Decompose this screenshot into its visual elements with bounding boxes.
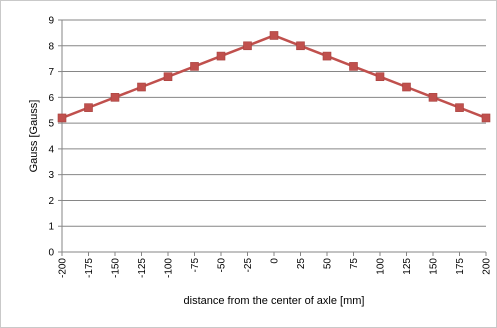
data-point xyxy=(322,51,332,61)
data-point xyxy=(57,113,67,123)
y-tick-label: 2 xyxy=(48,196,54,207)
data-point xyxy=(269,31,279,40)
series-line xyxy=(61,34,487,120)
x-tick-label: 50 xyxy=(323,258,334,270)
x-tick-label: -25 xyxy=(243,258,254,273)
y-tick-label: 4 xyxy=(48,144,54,155)
data-point xyxy=(428,93,438,102)
data-point xyxy=(216,51,226,61)
data-point xyxy=(163,72,173,82)
axes xyxy=(58,19,487,256)
x-tick-label: 75 xyxy=(349,258,360,270)
x-tick-label: -200 xyxy=(58,258,69,278)
y-tick-label: 9 xyxy=(48,16,54,27)
y-tick-labels: 0 1 2 3 4 5 6 7 8 9 xyxy=(48,16,54,259)
y-tick-label: 0 xyxy=(48,248,54,259)
x-tick-label: 175 xyxy=(455,258,466,275)
x-tick-label: 200 xyxy=(482,258,493,275)
data-point xyxy=(349,62,358,71)
gridlines xyxy=(62,19,486,227)
y-tick-label: 8 xyxy=(48,41,54,52)
y-tick-label: 3 xyxy=(48,170,54,181)
series-group xyxy=(57,31,491,123)
data-point xyxy=(375,72,385,82)
data-point xyxy=(296,41,305,51)
y-tick-label: 6 xyxy=(48,93,54,104)
y-tick-label: 5 xyxy=(48,119,54,130)
x-tick-label: -150 xyxy=(111,258,122,278)
data-point xyxy=(110,93,120,102)
x-tick-label: 100 xyxy=(376,258,387,275)
y-tick-label: 1 xyxy=(48,222,54,233)
x-tick-label: -100 xyxy=(164,258,175,278)
x-tick-label: 125 xyxy=(402,258,413,275)
data-point xyxy=(402,82,411,92)
x-tick-label: -125 xyxy=(137,258,148,278)
x-tick-label: -75 xyxy=(190,258,201,273)
data-point xyxy=(455,103,464,112)
x-tick-labels: -200 -175 -150 -125 -100 -75 -50 -25 0 25 50 75 100 1… xyxy=(58,258,493,278)
data-point xyxy=(137,82,146,92)
x-tick-label: 0 xyxy=(270,258,281,264)
data-point xyxy=(84,103,93,112)
y-tick-label: 7 xyxy=(48,67,54,78)
x-tick-label: -175 xyxy=(84,258,95,278)
data-point xyxy=(190,62,199,71)
x-tick-label: 150 xyxy=(429,258,440,275)
x-tick-label: 25 xyxy=(296,258,307,270)
x-tick-label: -50 xyxy=(217,258,228,273)
y-axis-title: Gauss [Gauss] xyxy=(28,100,40,173)
data-point xyxy=(481,113,491,123)
x-axis-title: distance from the center of axle [mm] xyxy=(184,295,365,307)
data-point xyxy=(243,41,252,51)
